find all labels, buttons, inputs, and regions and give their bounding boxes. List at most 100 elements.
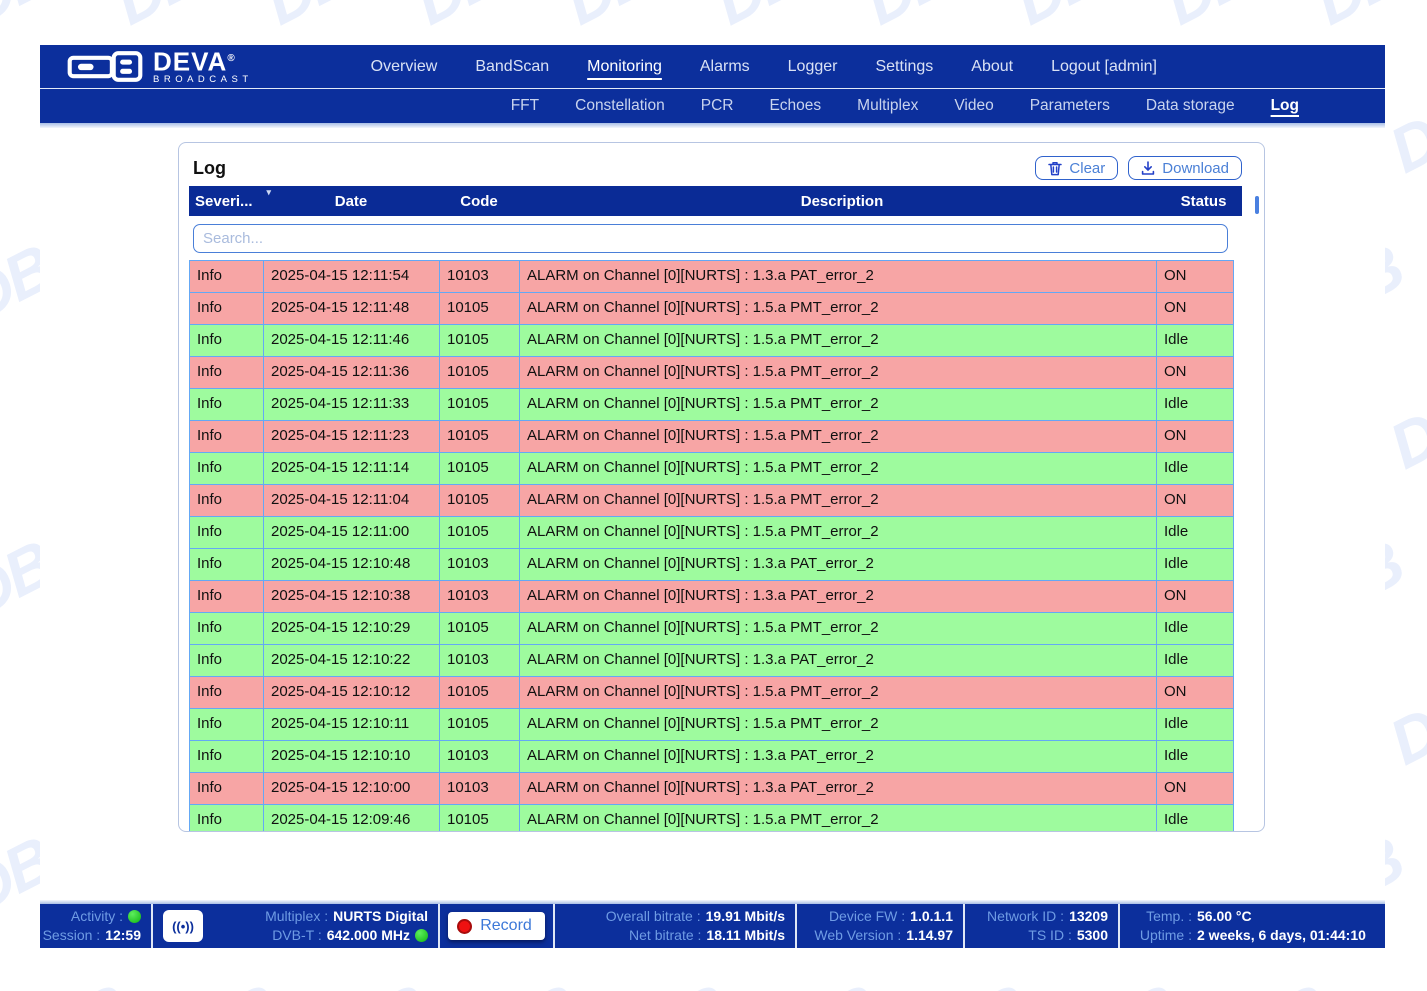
column-header-description[interactable]: Description (800, 192, 884, 210)
trash-icon (1048, 161, 1063, 175)
watermark-glyph: DB (778, 970, 889, 991)
multiplex-label: Multiplex : (265, 908, 329, 924)
log-row: Info 2025-04-15 12:11:46 10105 ALARM on Cha… (189, 325, 1234, 357)
column-header-status[interactable]: Status (1180, 192, 1227, 210)
log-row: Info 2025-04-15 12:10:00 10103 ALARM on Cha… (189, 773, 1234, 805)
log-cell-status: Idle (1157, 453, 1234, 484)
nav-divider (40, 123, 1385, 128)
log-cell-description: ALARM on Channel [0][NURTS] : 1.3.a PAT_… (520, 741, 1157, 772)
overall-bitrate-label: Overall bitrate : (605, 908, 701, 924)
status-section-record: Record (440, 904, 555, 948)
subnav-item-fft[interactable]: FFT (510, 97, 540, 114)
web-version-value: 1.14.97 (906, 927, 953, 943)
log-cell-severity: Info (190, 549, 264, 580)
log-cell-description: ALARM on Channel [0][NURTS] : 1.5.a PMT_… (520, 293, 1157, 324)
download-button[interactable]: Download (1128, 156, 1242, 180)
column-header-code[interactable]: Code (460, 192, 498, 210)
log-cell-description: ALARM on Channel [0][NURTS] : 1.3.a PAT_… (520, 549, 1157, 580)
log-row: Info 2025-04-15 12:10:29 10105 ALARM on Cha… (189, 613, 1234, 645)
log-row: Info 2025-04-15 12:11:04 10105 ALARM on Cha… (189, 485, 1234, 517)
log-cell-date: 2025-04-15 12:10:12 (264, 677, 440, 708)
nav-item-bandscan[interactable]: BandScan (475, 57, 550, 75)
log-cell-severity: Info (190, 421, 264, 452)
record-icon (457, 918, 473, 934)
log-cell-date: 2025-04-15 12:11:54 (264, 261, 440, 292)
nav-item-about[interactable]: About (971, 57, 1014, 75)
watermark-glyph: DB (253, 0, 364, 40)
session-value: 12:59 (105, 927, 141, 943)
subnav-item-parameters[interactable]: Parameters (1029, 97, 1110, 114)
status-section-uptime: Temp. : 56.00 °C Uptime : 2 weeks, 6 days,… (1120, 904, 1385, 948)
column-header-severity[interactable]: Severi... ▾ (189, 187, 271, 210)
nav-item-monitoring[interactable]: Monitoring (587, 57, 662, 75)
subnav-item-pcr[interactable]: PCR (700, 97, 734, 114)
search-input[interactable] (193, 224, 1228, 253)
nav-item-logger[interactable]: Logger (787, 57, 838, 75)
watermark-glyph: DB (1003, 0, 1114, 40)
log-row: Info 2025-04-15 12:11:48 10105 ALARM on Cha… (189, 293, 1234, 325)
log-cell-description: ALARM on Channel [0][NURTS] : 1.5.a PMT_… (520, 389, 1157, 420)
record-button[interactable]: Record (448, 912, 545, 940)
subnav-item-video[interactable]: Video (954, 97, 994, 114)
scrollbar-thumb[interactable] (1255, 196, 1259, 214)
log-cell-date: 2025-04-15 12:11:33 (264, 389, 440, 420)
log-cell-date: 2025-04-15 12:11:04 (264, 485, 440, 516)
temp-value: 56.00 °C (1197, 908, 1252, 924)
log-cell-description: ALARM on Channel [0][NURTS] : 1.5.a PMT_… (520, 357, 1157, 388)
main-content: Log Clear Download (40, 128, 1385, 900)
top-nav-bar: DEVA® BROADCAST Overview BandScan Monitori… (40, 45, 1385, 88)
watermark-glyph: DB (0, 0, 64, 40)
log-cell-code: 10103 (440, 261, 520, 292)
nav-item-overview[interactable]: Overview (370, 57, 438, 75)
log-cell-code: 10105 (440, 677, 520, 708)
activity-status-dot (128, 910, 141, 923)
dvbt-value: 642.000 MHz (326, 927, 410, 943)
net-bitrate-value: 18.11 Mbit/s (706, 927, 785, 943)
footer-divider (40, 900, 1385, 904)
log-cell-code: 10105 (440, 485, 520, 516)
device-fw-label: Device FW : (828, 908, 906, 924)
log-cell-severity: Info (190, 805, 264, 831)
subnav-item-constellation[interactable]: Constellation (575, 97, 665, 114)
log-row: Info 2025-04-15 12:10:12 10105 ALARM on Cha… (189, 677, 1234, 709)
antenna-icon[interactable]: ((•)) (163, 910, 203, 942)
log-row: Info 2025-04-15 12:11:00 10105 ALARM on Cha… (189, 517, 1234, 549)
status-section-bitrate: Overall bitrate :19.91 Mbit/s Net bitrat… (555, 904, 797, 948)
ts-id-value: 5300 (1076, 927, 1108, 943)
log-cell-status: Idle (1157, 325, 1234, 356)
watermark-glyph: DB (703, 0, 814, 40)
status-section-multiplex: ((•)) Multiplex : NURTS Digital DVB-T :64… (153, 904, 440, 948)
log-cell-severity: Info (190, 613, 264, 644)
log-cell-severity: Info (190, 485, 264, 516)
db-emblem-icon (67, 51, 143, 82)
column-header-date[interactable]: Date (334, 192, 368, 210)
subnav-item-echoes[interactable]: Echoes (769, 97, 822, 114)
watermark-glyph: DB (1153, 0, 1264, 40)
network-id-label: Network ID : (987, 908, 1065, 924)
log-cell-description: ALARM on Channel [0][NURTS] : 1.3.a PAT_… (520, 581, 1157, 612)
watermark-glyph: DB (328, 970, 439, 991)
overall-bitrate-value: 19.91 Mbit/s (705, 908, 785, 924)
web-version-label: Web Version : (814, 927, 902, 943)
nav-item-alarms[interactable]: Alarms (699, 57, 750, 75)
subnav-item-data-storage[interactable]: Data storage (1145, 97, 1235, 114)
subnav-item-log[interactable]: Log (1270, 97, 1299, 114)
session-label: Session : (42, 927, 101, 943)
subnav-item-multiplex[interactable]: Multiplex (857, 97, 919, 114)
record-button-label: Record (480, 917, 532, 934)
log-cell-severity: Info (190, 677, 264, 708)
log-cell-code: 10105 (440, 357, 520, 388)
log-cell-description: ALARM on Channel [0][NURTS] : 1.5.a PMT_… (520, 517, 1157, 548)
log-cell-code: 10103 (440, 549, 520, 580)
nav-item-settings[interactable]: Settings (875, 57, 934, 75)
log-cell-severity: Info (190, 453, 264, 484)
log-row: Info 2025-04-15 12:11:23 10105 ALARM on Cha… (189, 421, 1234, 453)
log-cell-status: Idle (1157, 549, 1234, 580)
log-cell-code: 10105 (440, 421, 520, 452)
clear-button[interactable]: Clear (1035, 156, 1119, 180)
log-cell-description: ALARM on Channel [0][NURTS] : 1.5.a PMT_… (520, 485, 1157, 516)
log-row: Info 2025-04-15 12:11:36 10105 ALARM on Cha… (189, 357, 1234, 389)
nav-item-logout-admin[interactable]: Logout [admin] (1051, 57, 1157, 75)
watermark-glyph: DB (28, 970, 139, 991)
uptime-value: 2 weeks, 6 days, 01:44:10 (1197, 927, 1366, 943)
